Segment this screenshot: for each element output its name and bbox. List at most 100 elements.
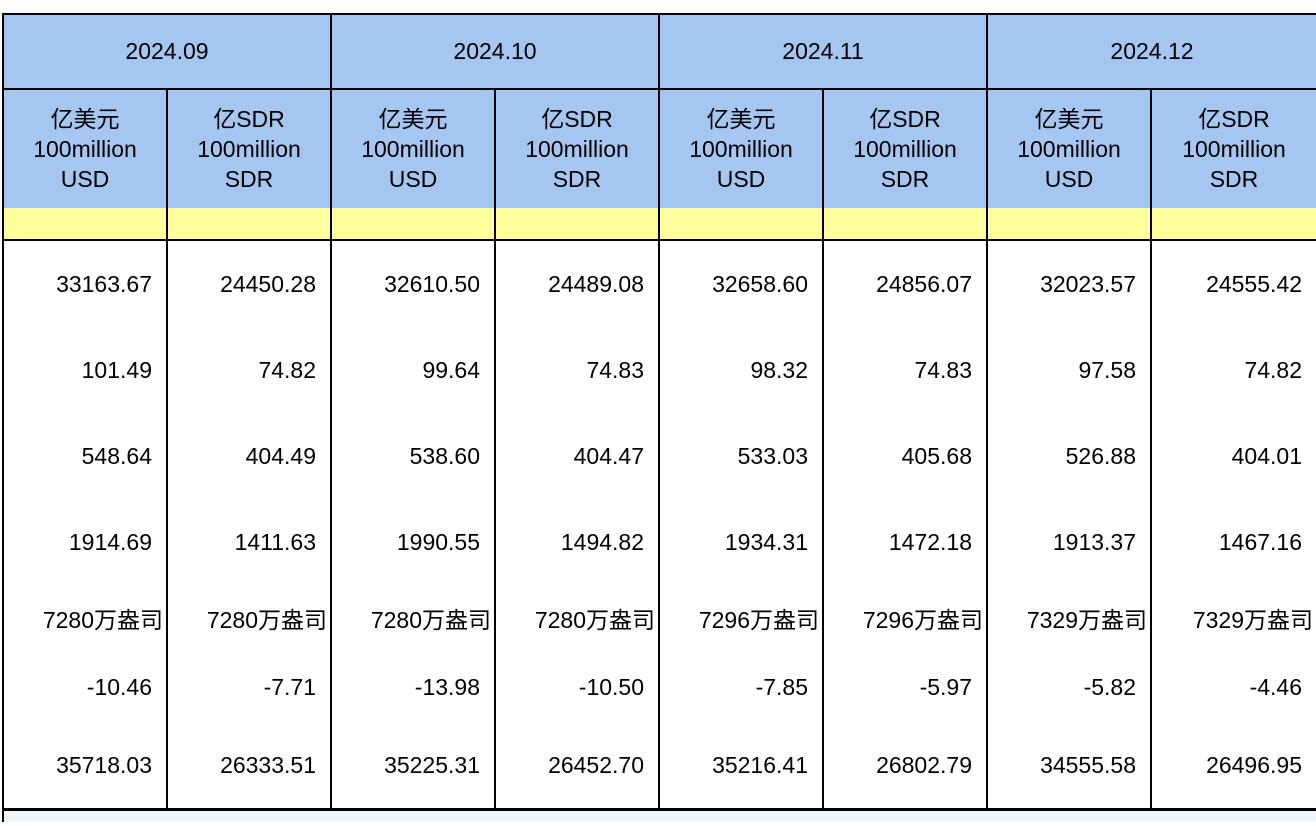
value-cell: 1411.63 — [168, 499, 332, 585]
value-cell: 1494.82 — [496, 499, 660, 585]
value-cell: 99.64 — [332, 327, 496, 413]
unit-en1: 100million — [33, 136, 137, 162]
value-cell: -5.97 — [824, 651, 988, 723]
value-cell: -10.50 — [496, 651, 660, 723]
unit-header-sdr: 亿SDR 100million SDR — [824, 90, 988, 208]
highlight-cell — [168, 208, 332, 239]
unit-header-usd: 亿美元 100million USD — [4, 90, 168, 208]
value-cell: 26802.79 — [824, 723, 988, 808]
value-cell: -4.46 — [1152, 651, 1316, 723]
unit-en2: USD — [716, 166, 766, 192]
unit-en2: SDR — [552, 166, 602, 192]
unit-en1: 100million — [525, 136, 629, 162]
value-cell: 74.82 — [168, 327, 332, 413]
value-cell: 404.01 — [1152, 413, 1316, 499]
unit-en1: 100million — [197, 136, 301, 162]
value-cell: 35225.31 — [332, 723, 496, 808]
value-cell: 24555.42 — [1152, 241, 1316, 327]
value-cell: 26496.95 — [1152, 723, 1316, 808]
value-cell: -10.46 — [4, 651, 168, 723]
unit-zh: 亿美元 — [50, 106, 120, 132]
value-cell: 1934.31 — [660, 499, 824, 585]
unit-zh: 亿SDR — [213, 106, 285, 132]
value-cell: 24450.28 — [168, 241, 332, 327]
highlight-cell — [988, 208, 1152, 239]
highlight-cell — [4, 208, 168, 239]
value-cell: 533.03 — [660, 413, 824, 499]
value-cell: 35216.41 — [660, 723, 824, 808]
unit-zh: 亿SDR — [1198, 106, 1270, 132]
unit-zh: 亿美元 — [706, 106, 776, 132]
value-cell: 74.83 — [824, 327, 988, 413]
unit-header-usd: 亿美元 100million USD — [332, 90, 496, 208]
unit-en1: 100million — [1017, 136, 1121, 162]
unit-header-usd: 亿美元 100million USD — [660, 90, 824, 208]
unit-zh: 亿美元 — [378, 106, 448, 132]
unit-en1: 100million — [1182, 136, 1286, 162]
value-cell: 404.47 — [496, 413, 660, 499]
value-cell: 7280万盎司 — [496, 585, 660, 651]
data-rows: 33163.67 24450.28 32610.50 24489.08 3265… — [4, 241, 1316, 811]
unit-en2: USD — [388, 166, 438, 192]
value-cell: -7.71 — [168, 651, 332, 723]
highlight-cell — [496, 208, 660, 239]
unit-en2: SDR — [224, 166, 274, 192]
highlight-cell — [660, 208, 824, 239]
month-header-2024-09: 2024.09 — [4, 15, 332, 88]
value-cell: 24856.07 — [824, 241, 988, 327]
value-cell: 33163.67 — [4, 241, 168, 327]
value-cell: -13.98 — [332, 651, 496, 723]
value-cell: 74.82 — [1152, 327, 1316, 413]
value-cell: 32610.50 — [332, 241, 496, 327]
value-cell: 26333.51 — [168, 723, 332, 808]
unit-en2: USD — [1044, 166, 1094, 192]
unit-header-usd: 亿美元 100million USD — [988, 90, 1152, 208]
highlight-cell — [1152, 208, 1316, 239]
value-cell: 405.68 — [824, 413, 988, 499]
value-cell: 1913.37 — [988, 499, 1152, 585]
value-cell: 35718.03 — [4, 723, 168, 808]
unit-header-sdr: 亿SDR 100million SDR — [496, 90, 660, 208]
value-cell: 548.64 — [4, 413, 168, 499]
unit-zh: 亿SDR — [869, 106, 941, 132]
value-cell: 32023.57 — [988, 241, 1152, 327]
unit-zh: 亿SDR — [541, 106, 613, 132]
value-cell: 101.49 — [4, 327, 168, 413]
value-cell: 7280万盎司 — [332, 585, 496, 651]
value-cell: 1914.69 — [4, 499, 168, 585]
table: 2024.09 2024.10 2024.11 2024.12 亿美元 100m… — [2, 13, 1316, 822]
unit-header-sdr: 亿SDR 100million SDR — [168, 90, 332, 208]
value-cell: 538.60 — [332, 413, 496, 499]
value-cell: -5.82 — [988, 651, 1152, 723]
unit-zh: 亿美元 — [1034, 106, 1104, 132]
month-header-2024-11: 2024.11 — [660, 15, 988, 88]
value-cell: 404.49 — [168, 413, 332, 499]
value-cell: 7296万盎司 — [660, 585, 824, 651]
unit-en2: SDR — [880, 166, 930, 192]
value-cell: 98.32 — [660, 327, 824, 413]
value-cell: -7.85 — [660, 651, 824, 723]
value-cell: 1472.18 — [824, 499, 988, 585]
unit-en2: SDR — [1209, 166, 1259, 192]
unit-header-sdr: 亿SDR 100million SDR — [1152, 90, 1316, 208]
next-row-partial-strip — [4, 811, 1316, 822]
unit-en1: 100million — [361, 136, 465, 162]
value-cell: 7329万盎司 — [1152, 585, 1316, 651]
value-cell: 7280万盎司 — [168, 585, 332, 651]
month-header-2024-10: 2024.10 — [332, 15, 660, 88]
value-cell: 34555.58 — [988, 723, 1152, 808]
unit-header-row: 亿美元 100million USD 亿SDR 100million SDR 亿… — [4, 90, 1316, 208]
highlight-row — [4, 208, 1316, 241]
value-cell: 7329万盎司 — [988, 585, 1152, 651]
unit-en1: 100million — [853, 136, 957, 162]
value-cell: 26452.70 — [496, 723, 660, 808]
value-cell: 1467.16 — [1152, 499, 1316, 585]
value-cell: 7296万盎司 — [824, 585, 988, 651]
value-cell: 526.88 — [988, 413, 1152, 499]
value-cell: 1990.55 — [332, 499, 496, 585]
highlight-cell — [824, 208, 988, 239]
value-cell: 97.58 — [988, 327, 1152, 413]
highlight-cell — [332, 208, 496, 239]
value-cell: 7280万盎司 — [4, 585, 168, 651]
